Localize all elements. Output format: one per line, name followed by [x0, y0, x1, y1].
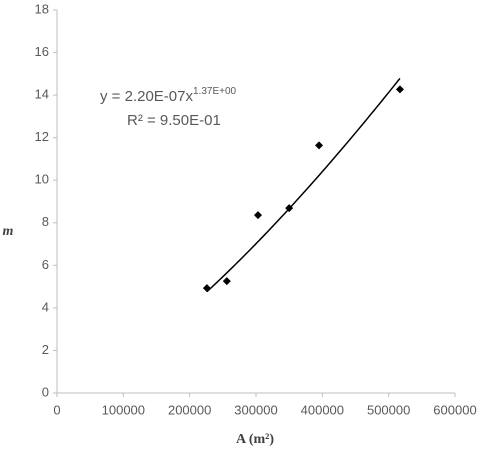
point [222, 277, 231, 286]
x-tick-label: 300000 [234, 402, 277, 417]
x-axis-title: A (m²) [236, 432, 274, 447]
x-tick-label: 200000 [168, 402, 211, 417]
x-tick-label: 500000 [367, 402, 410, 417]
y-tick-label: 4 [42, 299, 49, 314]
r-squared: R² = 9.50E-01 [127, 112, 221, 129]
y-tick-label: 10 [35, 172, 49, 187]
y-tick-label: 2 [42, 342, 49, 357]
trendline [206, 77, 401, 293]
equation-prefix: y = [100, 88, 125, 105]
y-axis-title: m [3, 224, 14, 239]
y-tick-label: 14 [35, 87, 49, 102]
point [202, 284, 211, 293]
x-tick-label: 100000 [102, 402, 145, 417]
y-tick-label: 8 [42, 214, 49, 229]
y-tick-label: 0 [42, 384, 49, 399]
x-tick-label: 600000 [433, 402, 476, 417]
equation-coefficient: 2.20E-07 [125, 88, 186, 105]
y-tick-label: 18 [35, 1, 49, 16]
point [285, 204, 294, 213]
point [395, 85, 404, 94]
x-tick-label: 0 [53, 402, 60, 417]
y-tick-label: 6 [42, 257, 49, 272]
point [253, 211, 262, 220]
equation-exponent: 1.37E+00 [193, 86, 237, 97]
equation-variable: x [186, 88, 194, 105]
x-tick-label: 400000 [301, 402, 344, 417]
y-tick-label: 16 [35, 44, 49, 59]
point [315, 141, 324, 150]
trend-equation: y = 2.20E-07x1.37E+00 [100, 86, 237, 105]
y-tick-label: 12 [35, 129, 49, 144]
